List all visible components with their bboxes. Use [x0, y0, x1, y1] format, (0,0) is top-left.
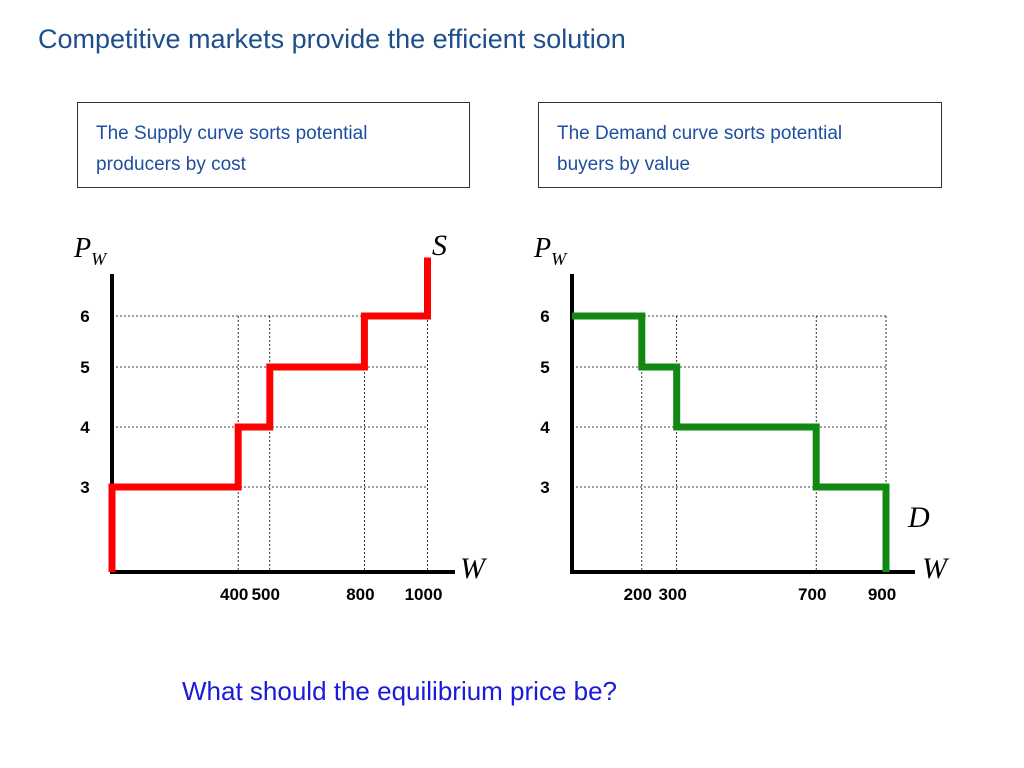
demand-x-tick-label: 200 [624, 585, 652, 604]
supply-note-box: The Supply curve sorts potential produce… [77, 102, 470, 188]
demand-x-tick-label: 900 [868, 585, 896, 604]
demand-y-tick-label: 3 [540, 478, 549, 497]
demand-x-axis-label: W [922, 552, 950, 585]
demand-y-axis-label: PW [533, 233, 568, 269]
supply-x-axis-label: W [460, 552, 488, 585]
supply-chart: 3 4 5 6 400 500 800 1000 PW W S [73, 229, 488, 604]
supply-x-tick-label: 1000 [405, 585, 443, 604]
supply-y-tick-label: 3 [80, 478, 89, 497]
supply-curve-label: S [432, 229, 447, 262]
slide-title: Competitive markets provide the efficien… [38, 24, 626, 54]
demand-note-line-1: The Demand curve sorts potential [557, 123, 843, 144]
supply-note-line-2: producers by cost [96, 154, 246, 175]
demand-x-tick-label: 300 [658, 585, 686, 604]
supply-x-tick-label: 500 [252, 585, 280, 604]
demand-y-tick-label: 6 [540, 307, 549, 326]
supply-y-axis-label: PW [73, 233, 108, 269]
supply-x-tick-label: 400 [220, 585, 248, 604]
question-text: What should the equilibrium price be? [182, 676, 618, 706]
supply-step-curve [108, 257, 431, 572]
demand-note-box: The Demand curve sorts potential buyers … [538, 102, 942, 188]
demand-note-line-2: buyers by value [557, 154, 691, 175]
demand-y-tick-label: 5 [540, 358, 549, 377]
supply-y-tick-label: 4 [80, 418, 90, 437]
supply-note-line-1: The Supply curve sorts potential [96, 123, 368, 144]
demand-y-tick-label: 4 [540, 418, 550, 437]
supply-y-tick-label: 6 [80, 307, 89, 326]
supply-y-tick-label: 5 [80, 358, 89, 377]
demand-step-curve [572, 312, 890, 572]
demand-x-tick-label: 700 [798, 585, 826, 604]
supply-x-tick-label: 800 [346, 585, 374, 604]
demand-curve-label: D [907, 501, 930, 534]
demand-chart: 3 4 5 6 200 300 700 900 PW WD [533, 233, 950, 604]
